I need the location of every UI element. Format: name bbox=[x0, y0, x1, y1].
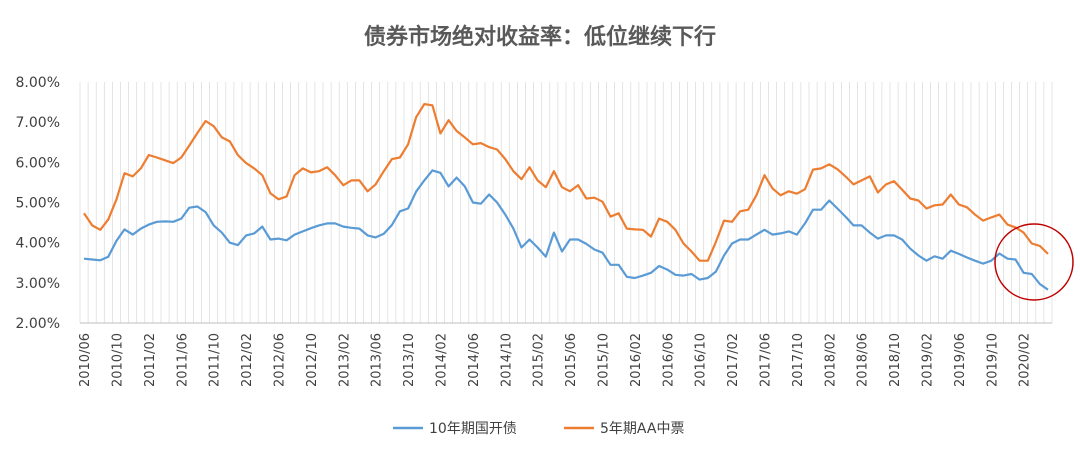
x-tick-label: 2017/06 bbox=[758, 333, 773, 387]
legend: 10年期国开债 5年期AA中票 bbox=[393, 421, 684, 437]
x-tick-label: 2013/06 bbox=[370, 333, 385, 387]
y-tick-label: 2.00% bbox=[16, 316, 60, 332]
x-tick-label: 2014/02 bbox=[434, 333, 449, 387]
x-tick-label: 2012/02 bbox=[240, 333, 255, 387]
series-line-1 bbox=[83, 169, 1049, 291]
y-axis: 2.00% 3.00% 4.00% 5.00% 6.00% 7.00% 8.00% bbox=[16, 75, 1052, 332]
x-tick-label: 2010/10 bbox=[110, 333, 125, 387]
x-tick-label: 2011/02 bbox=[143, 333, 158, 387]
x-tick-label: 2014/06 bbox=[467, 333, 482, 387]
series-lines bbox=[83, 102, 1049, 291]
legend-label-1: 10年期国开债 bbox=[429, 421, 517, 437]
x-tick-label: 2019/06 bbox=[953, 333, 968, 387]
highlight-circle bbox=[994, 223, 1074, 301]
x-tick-label: 2012/06 bbox=[272, 333, 287, 387]
x-tick-label: 2017/02 bbox=[726, 333, 741, 387]
y-tick-label: 8.00% bbox=[16, 75, 60, 91]
y-tick-label: 6.00% bbox=[16, 155, 60, 171]
legend-label-2: 5年期AA中票 bbox=[600, 421, 684, 437]
y-tick-label: 4.00% bbox=[16, 236, 60, 252]
x-tick-label: 2013/10 bbox=[402, 333, 417, 387]
x-tick-label: 2019/02 bbox=[920, 333, 935, 387]
x-axis: 2010/06 2010/10 2011/02 2011/06 2011/10 2012/… bbox=[78, 333, 1033, 387]
x-tick-label: 2017/10 bbox=[791, 333, 806, 387]
x-tick-label: 2012/10 bbox=[305, 333, 320, 387]
y-tick-label: 5.00% bbox=[16, 196, 60, 212]
x-tick-label: 2018/10 bbox=[888, 333, 903, 387]
x-tick-label: 2018/02 bbox=[823, 333, 838, 387]
y-tick-label: 3.00% bbox=[16, 276, 60, 292]
x-tick-label: 2016/02 bbox=[629, 333, 644, 387]
series-line-2 bbox=[83, 102, 1049, 262]
chart-title: 债券市场绝对收益率：低位继续下行 bbox=[364, 24, 716, 50]
x-tick-label: 2020/02 bbox=[1018, 333, 1033, 387]
x-tick-label: 2019/10 bbox=[985, 333, 1000, 387]
x-tick-label: 2015/02 bbox=[532, 333, 547, 387]
x-tick-label: 2010/06 bbox=[78, 333, 93, 387]
x-tick-label: 2013/02 bbox=[337, 333, 352, 387]
x-tick-label: 2016/06 bbox=[661, 333, 676, 387]
x-tick-label: 2018/06 bbox=[856, 333, 871, 387]
x-tick-label: 2011/06 bbox=[175, 333, 190, 387]
x-tick-label: 2011/10 bbox=[208, 333, 223, 387]
x-tick-label: 2016/10 bbox=[694, 333, 709, 387]
x-tick-label: 2015/10 bbox=[596, 333, 611, 387]
x-tick-label: 2015/06 bbox=[564, 333, 579, 387]
x-tick-label: 2014/10 bbox=[499, 333, 514, 387]
y-tick-label: 7.00% bbox=[16, 115, 60, 131]
grid-lines bbox=[79, 82, 1053, 323]
